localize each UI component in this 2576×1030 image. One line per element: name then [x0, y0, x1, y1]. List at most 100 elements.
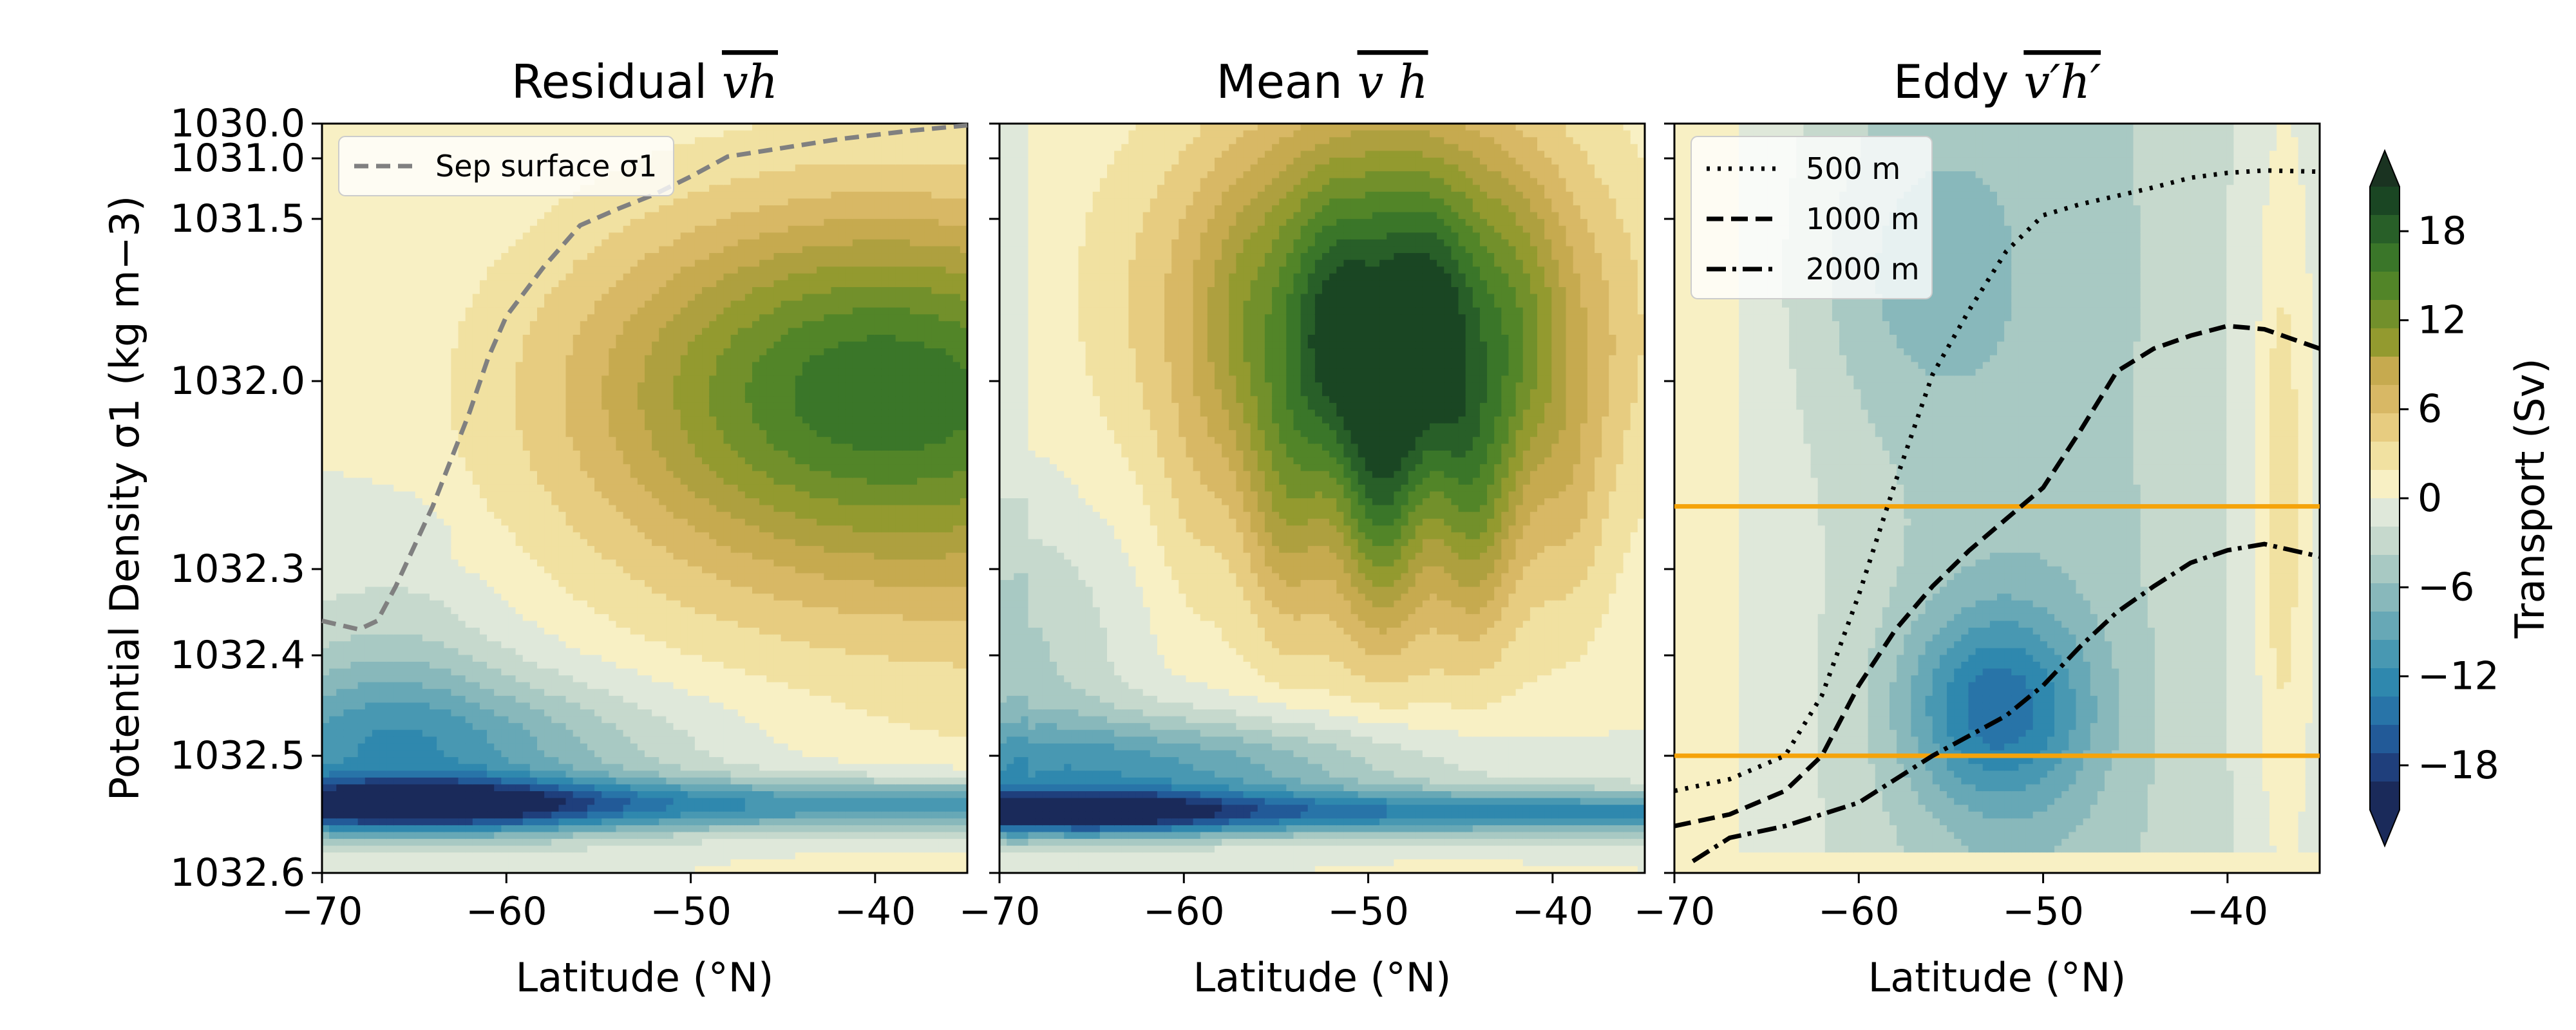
- contour-cell: [343, 286, 352, 295]
- contour-cell: [379, 498, 387, 506]
- contour-cell: [365, 471, 373, 479]
- contour-cell: [415, 124, 423, 131]
- contour-cell: [494, 301, 502, 308]
- contour-cell: [587, 552, 595, 561]
- contour-cell: [487, 600, 495, 608]
- contour-cell: [551, 525, 560, 533]
- contour-cell: [386, 253, 395, 261]
- contour-cell: [357, 124, 366, 131]
- contour-cell: [357, 532, 366, 540]
- contour-cell: [451, 409, 459, 417]
- contour-cell: [336, 723, 345, 731]
- contour-cell: [365, 457, 373, 465]
- contour-cell: [565, 464, 574, 472]
- contour-cell: [430, 600, 437, 608]
- contour-cell: [522, 321, 531, 329]
- contour-cell: [537, 818, 545, 826]
- contour-cell: [336, 763, 345, 772]
- contour-cell: [472, 307, 480, 315]
- contour-cell: [329, 178, 337, 186]
- contour-cell: [343, 348, 352, 356]
- contour-cell: [415, 382, 423, 390]
- contour-cell: [393, 586, 402, 594]
- contour-cell: [458, 375, 466, 383]
- contour-cell: [422, 368, 430, 377]
- contour-cell: [587, 525, 595, 533]
- contour-cell: [322, 845, 330, 854]
- contour-cell: [422, 579, 430, 588]
- contour-cell: [336, 628, 345, 635]
- contour-cell: [587, 648, 595, 656]
- contour-cell: [515, 328, 524, 335]
- contour-cell: [401, 655, 409, 662]
- contour-cell: [357, 362, 366, 370]
- contour-cell: [558, 341, 567, 349]
- contour-cell: [415, 832, 423, 839]
- contour-cell: [558, 579, 567, 588]
- contour-cell: [580, 573, 588, 581]
- contour-cell: [350, 444, 359, 451]
- contour-cell: [508, 375, 516, 383]
- contour-cell: [630, 763, 638, 772]
- contour-cell: [322, 164, 330, 172]
- contour-cell: [401, 212, 409, 220]
- contour-cell: [437, 267, 445, 274]
- contour-cell: [494, 723, 502, 731]
- contour-cell: [580, 444, 588, 451]
- contour-cell: [630, 661, 638, 670]
- contour-cell: [537, 866, 545, 873]
- contour-cell: [408, 436, 416, 445]
- contour-cell: [430, 198, 437, 206]
- contour-cell: [494, 791, 502, 799]
- contour-cell: [444, 518, 452, 527]
- contour-cell: [573, 321, 581, 329]
- contour-cell: [630, 430, 638, 438]
- contour-cell: [501, 573, 509, 581]
- contour-cell: [623, 253, 631, 261]
- contour-cell: [329, 259, 337, 268]
- contour-cell: [630, 675, 638, 683]
- contour-cell: [529, 825, 538, 833]
- contour-cell: [558, 512, 567, 520]
- contour-cell: [458, 273, 466, 281]
- contour-cell: [587, 546, 595, 554]
- contour-cell: [444, 505, 452, 512]
- contour-cell: [558, 348, 567, 356]
- contour-cell: [437, 675, 445, 683]
- contour-cell: [594, 430, 602, 438]
- contour-cell: [544, 267, 553, 274]
- contour-cell: [336, 484, 345, 492]
- contour-cell: [393, 130, 402, 138]
- contour-cell: [343, 771, 352, 778]
- contour-cell: [322, 648, 330, 656]
- contour-cell: [645, 301, 652, 308]
- contour-cell: [508, 355, 516, 363]
- contour-cell: [451, 307, 459, 315]
- contour-cell: [444, 579, 452, 588]
- contour-cell: [350, 348, 359, 356]
- contour-cell: [616, 355, 624, 363]
- contour-cell: [487, 335, 495, 342]
- contour-cell: [501, 246, 509, 254]
- contour-cell: [522, 539, 531, 547]
- contour-cell: [487, 539, 495, 547]
- contour-cell: [487, 546, 495, 554]
- contour-cell: [386, 417, 395, 424]
- contour-cell: [601, 573, 610, 581]
- contour-cell: [329, 852, 337, 860]
- contour-cell: [422, 389, 430, 397]
- contour-cell: [522, 348, 531, 356]
- contour-cell: [408, 239, 416, 247]
- contour-cell: [437, 368, 445, 377]
- contour-cell: [479, 396, 488, 404]
- contour-cell: [529, 709, 538, 717]
- contour-cell: [487, 498, 495, 506]
- contour-cell: [551, 368, 560, 377]
- contour-cell: [329, 594, 337, 601]
- contour-cell: [501, 225, 509, 234]
- contour-cell: [479, 559, 488, 567]
- contour-cell: [444, 852, 452, 860]
- contour-cell: [580, 307, 588, 315]
- contour-cell: [544, 498, 553, 506]
- contour-cell: [458, 294, 466, 301]
